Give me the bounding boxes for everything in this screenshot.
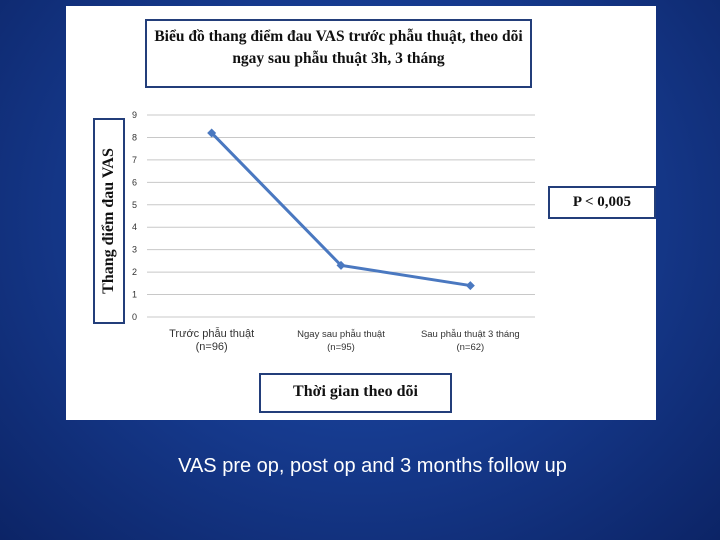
y-axis-label-box: Thang điểm đau VAS [93,118,125,324]
x-tick-labels: Trước phẫu thuật (n=96) Ngay sau phẫu thuậ… [169,327,520,353]
y-tick-label: 5 [132,200,137,210]
x-tick-label: Trước phẫu thuật (n=96) [169,327,254,353]
x-axis-label: Thời gian theo dõi [259,373,452,413]
y-tick-label: 9 [132,110,137,120]
y-tick-label: 6 [132,177,137,187]
y-tick-label: 1 [132,290,137,300]
y-tick-label: 2 [132,267,137,277]
x-tick-label: Ngay sau phẫu thuật (n=95) [297,329,385,353]
x-tick-label: Sau phẫu thuật 3 tháng (n=62) [421,329,520,353]
y-tick-label: 8 [132,132,137,142]
y-tick-label: 7 [132,155,137,165]
y-tick-labels: 0 1 2 3 4 5 6 7 8 9 [132,110,137,322]
grid-lines [147,114,535,318]
slide-caption: VAS pre op, post op and 3 months follow … [178,455,567,477]
y-tick-label: 0 [132,312,137,322]
y-tick-label: 3 [132,245,137,255]
chart-title: Biểu đồ thang điểm đau VAS trước phẫu th… [145,19,532,88]
data-point-marker [207,128,217,138]
data-point-marker [336,260,346,270]
series-line [207,128,475,291]
y-axis-label: Thang điểm đau VAS [100,148,117,294]
data-point-marker [465,281,475,291]
p-value-annotation: P < 0,005 [548,186,656,219]
y-tick-label: 4 [132,222,137,232]
